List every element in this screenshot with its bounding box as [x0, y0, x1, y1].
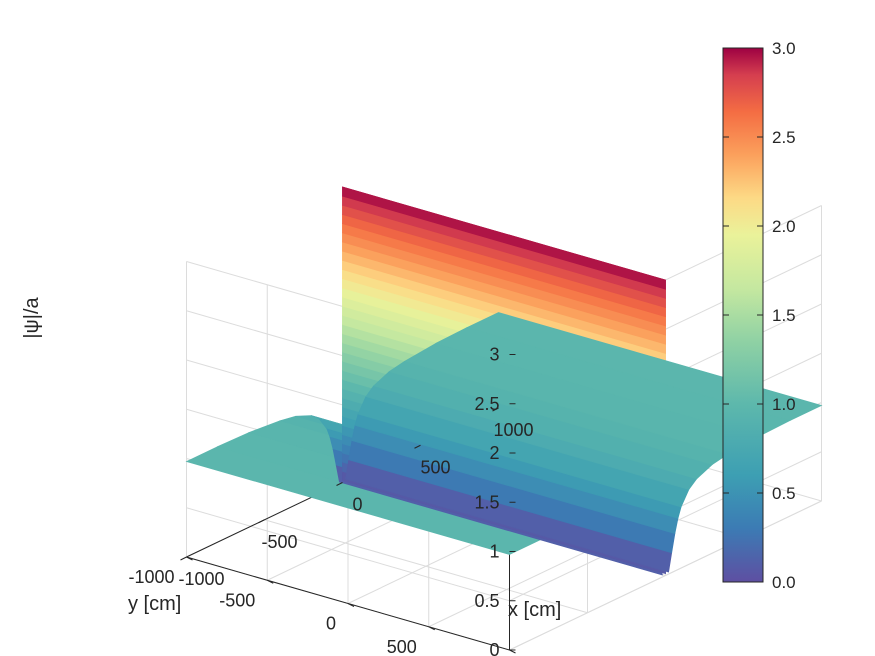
z-tick-label: 1	[489, 542, 499, 562]
z-axis-label: |ψ|/a	[21, 296, 43, 338]
z-tick-label: 0.5	[474, 591, 499, 611]
colorbar-tick-label: 1.0	[772, 395, 796, 414]
z-tick-label: 1.5	[474, 492, 499, 512]
colorbar-tick-label: 2.5	[772, 128, 796, 147]
x-axis-label: x [cm]	[508, 599, 561, 621]
back-wall-grid-line	[509, 500, 822, 651]
x-tick-mark	[336, 482, 343, 486]
colorbar-tick-label: 3.0	[772, 39, 796, 58]
colorbar-tick-label: 1.5	[772, 306, 796, 325]
x-tick-label: 500	[420, 457, 450, 477]
x-tick-mark	[180, 556, 187, 561]
y-tick-mark	[509, 649, 516, 654]
colorbar-tick-label: 0.0	[772, 573, 796, 592]
z-tick-label: 0	[489, 640, 499, 656]
y-tick-label: -500	[219, 590, 255, 610]
z-tick-label: 2.5	[474, 394, 499, 414]
colorbar-tick-label: 0.5	[772, 484, 796, 503]
axis-ticks: 00.511.522.53-1000-50005001000-1000-5000…	[128, 345, 533, 656]
y-tick-mark	[186, 556, 193, 561]
x-tick-mark	[414, 444, 421, 449]
x-tick-mark	[258, 519, 265, 524]
x-tick-mark	[492, 407, 499, 412]
y-tick-mark	[428, 626, 435, 631]
x-tick-label: 1000	[493, 420, 533, 440]
colorbar-ticks: 0.0 0.5 1.0 1.5 2.0 2.5 3.0	[723, 39, 796, 592]
x-tick-label: -500	[261, 532, 297, 552]
x-tick-label: -1000	[178, 569, 224, 589]
surface-mesh	[185, 186, 823, 576]
surface-facet	[342, 186, 666, 290]
x-tick-label: 0	[352, 495, 362, 515]
y-tick-label: -1000	[128, 567, 174, 587]
y-tick-label: 0	[326, 614, 336, 634]
colorbar-tick-label: 2.0	[772, 217, 796, 236]
y-tick-label: 500	[387, 637, 417, 656]
z-tick-label: 3	[489, 345, 499, 365]
y-axis-label: y [cm]	[128, 593, 181, 615]
z-tick-label: 2	[489, 443, 499, 463]
y-tick-mark	[267, 579, 274, 584]
y-tick-mark	[347, 603, 355, 607]
side-wall-grid-line	[186, 507, 510, 602]
